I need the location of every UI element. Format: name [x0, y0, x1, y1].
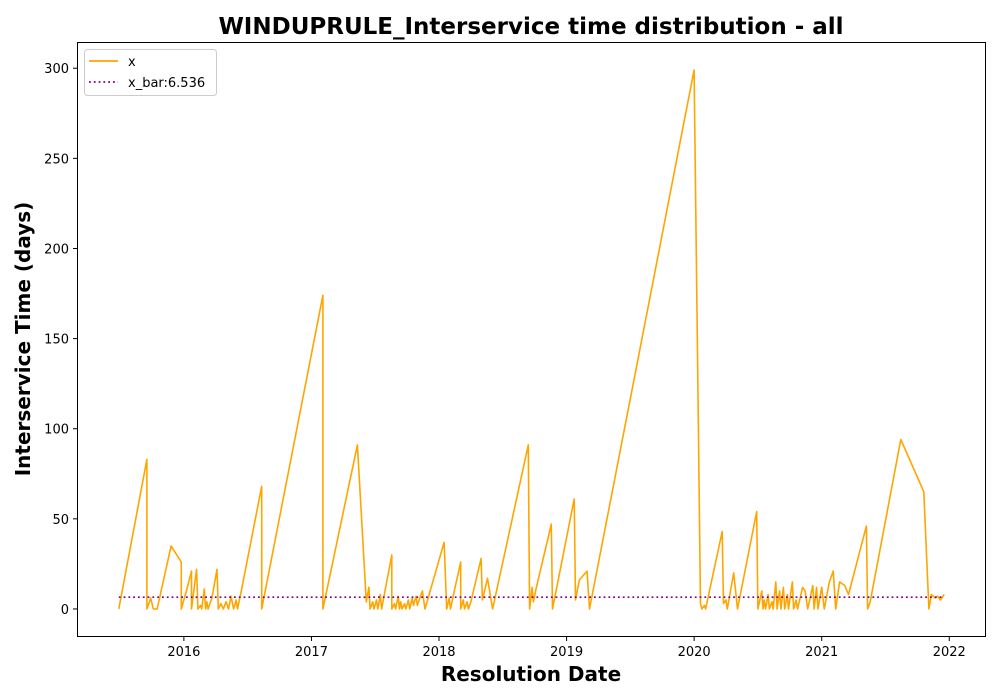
legend-label-x-bar: x_bar:6.536	[128, 76, 205, 91]
plot-frame	[77, 42, 986, 637]
plot-area	[118, 69, 945, 610]
y-axis-title: Interservice Time (days)	[11, 202, 35, 477]
legend: x x_bar:6.536	[84, 49, 217, 96]
x-axis: 2016 2017 2018 2019 2020 2021 2022	[167, 636, 966, 660]
x-tick-label: 2021	[805, 645, 838, 660]
y-tick-label: 0	[61, 603, 69, 618]
chart-title: WINDUPRULE_Interservice time distributio…	[218, 14, 843, 40]
x-tick-label: 2017	[295, 645, 328, 660]
x-tick-label: 2016	[167, 645, 200, 660]
y-tick-label: 250	[44, 152, 69, 167]
x-tick-label: 2018	[422, 645, 455, 660]
x-tick-label: 2022	[933, 645, 966, 660]
y-tick-label: 100	[44, 423, 69, 438]
x-axis-title: Resolution Date	[441, 662, 621, 686]
series-line-x	[118, 69, 945, 610]
x-tick-label: 2019	[550, 645, 583, 660]
legend-label-x: x	[128, 55, 136, 70]
x-tick-label: 2020	[678, 645, 711, 660]
y-axis: 0 50 100 150 200 250 300	[44, 62, 78, 618]
y-tick-label: 50	[52, 513, 69, 528]
y-tick-label: 200	[44, 242, 69, 257]
y-tick-label: 150	[44, 333, 69, 348]
y-tick-label: 300	[44, 62, 69, 77]
